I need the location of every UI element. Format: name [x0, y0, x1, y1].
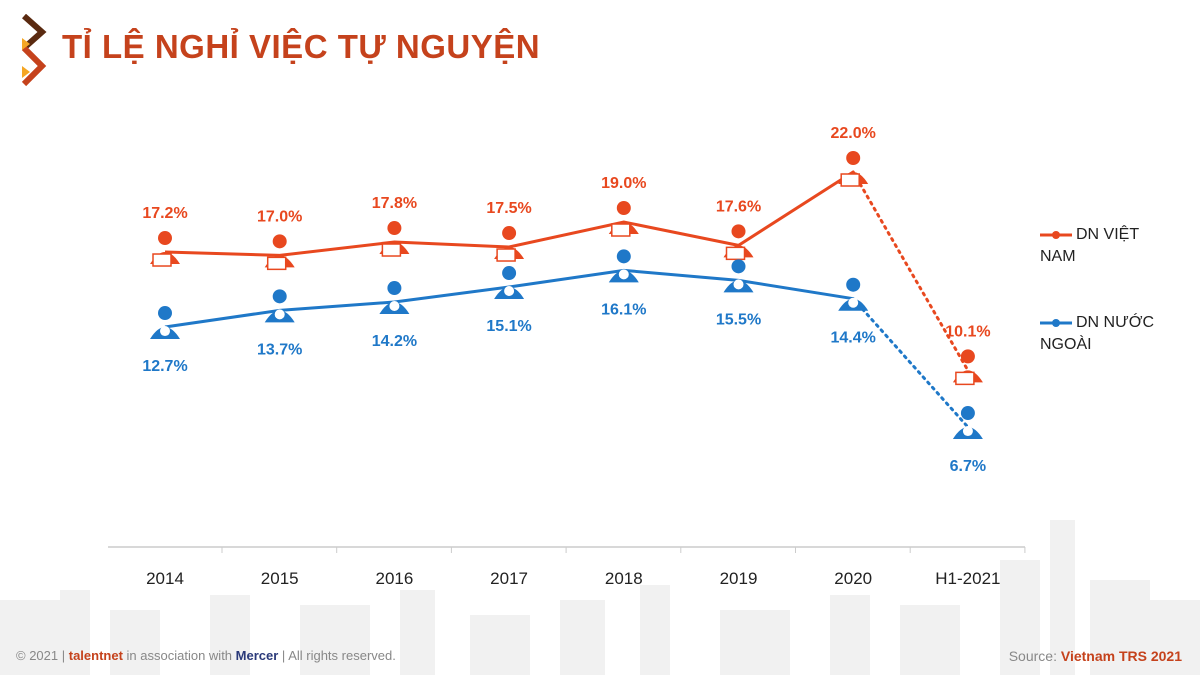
x-tick-label: 2019 — [720, 569, 758, 588]
talentnet-logo: talentnet — [68, 648, 123, 663]
data-label: 14.4% — [831, 330, 876, 347]
rights-text: | All rights reserved. — [281, 648, 396, 663]
page-title: TỈ LỆ NGHỈ VIỆC TỰ NGUYỆN — [62, 28, 541, 65]
viet-person-marker — [952, 349, 983, 386]
data-label: 16.1% — [601, 301, 646, 318]
data-label: 17.2% — [142, 205, 187, 222]
data-label: 17.8% — [372, 195, 417, 212]
data-label: 17.0% — [257, 208, 302, 225]
data-label: 14.2% — [372, 333, 417, 350]
legend-foreign-marker — [1040, 319, 1072, 327]
x-tick-label: 2017 — [490, 569, 528, 588]
mercer-logo: Mercer — [235, 648, 279, 663]
series-line-dotted-0 — [851, 170, 970, 372]
x-tick-label: 2014 — [146, 569, 184, 588]
data-label: 10.1% — [945, 323, 990, 340]
x-tick-label: H1-2021 — [935, 569, 1000, 588]
data-label: 12.7% — [142, 358, 187, 375]
data-label: 19.0% — [601, 175, 646, 192]
legend-viet-label-1: DN VIỆT — [1076, 226, 1140, 243]
foreign-person-marker — [494, 266, 525, 300]
brand-logo-icon — [21, 14, 47, 87]
x-tick-label: 2015 — [261, 569, 299, 588]
x-tick-label: 2018 — [605, 569, 643, 588]
viet-person-marker — [150, 231, 180, 267]
viet-person-marker — [838, 151, 869, 187]
footer-source: Source: Vietnam TRS 2021 — [1009, 648, 1182, 664]
viet-person-marker — [379, 221, 410, 257]
data-label: 17.5% — [486, 200, 531, 217]
x-tick-label: 2016 — [375, 569, 413, 588]
foreign-person-marker — [838, 277, 869, 311]
foreign-person-marker — [723, 259, 754, 293]
source-label: Source: — [1008, 648, 1057, 664]
legend-viet-label-2: NAM — [1040, 248, 1076, 265]
source-name: Vietnam TRS 2021 — [1060, 648, 1182, 664]
data-label: 15.1% — [486, 318, 531, 335]
data-label: 13.7% — [257, 341, 302, 358]
data-label: 22.0% — [831, 125, 876, 142]
x-tick-label: 2020 — [834, 569, 872, 588]
viet-person-marker — [264, 234, 295, 271]
foreign-person-marker — [379, 281, 410, 315]
skyline-background — [0, 520, 1200, 675]
series-line-dotted-1 — [851, 297, 970, 429]
viet-person-marker — [494, 226, 525, 262]
legend-foreign-label-2: NGOÀI — [1040, 336, 1092, 353]
legend-viet-marker — [1040, 231, 1072, 239]
legend-foreign-label-1: DN NƯỚC — [1076, 314, 1155, 331]
foreign-person-marker — [264, 289, 295, 323]
foreign-person-marker — [150, 306, 180, 340]
foreign-person-marker — [952, 406, 983, 440]
legend-viet: DN VIỆT NAM — [1040, 224, 1139, 268]
assoc-text: in association with — [126, 648, 233, 663]
foreign-person-marker — [608, 249, 639, 283]
data-label: 6.7% — [950, 458, 986, 475]
data-label: 15.5% — [716, 311, 761, 328]
footer-credits: © 2021 | talentnet in association with M… — [16, 648, 396, 663]
viet-person-marker — [608, 201, 639, 237]
copyright: © 2021 | — [16, 648, 66, 663]
legend-foreign: DN NƯỚC NGOÀI — [1040, 312, 1154, 356]
viet-person-marker — [723, 224, 754, 261]
data-label: 17.6% — [716, 198, 761, 215]
